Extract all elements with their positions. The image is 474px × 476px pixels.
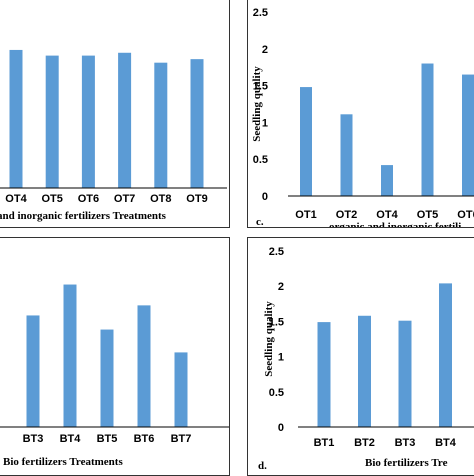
x-tick-label: OT7: [114, 193, 135, 205]
bar: [118, 52, 132, 188]
bar: [439, 283, 452, 427]
bar: [45, 55, 59, 188]
x-tick-label: OT6: [78, 193, 99, 205]
chart-c: 0 0.5 1 1.5 2 2.5 Seedling quality OT1 OT2 OT4 OT5…: [251, 7, 474, 228]
x-tick-label: OT8: [150, 193, 171, 205]
x-tick-label: BT2: [354, 437, 375, 449]
chart-panel-c: 0 0.5 1 1.5 2 2.5 Seedling quality OT1 OT2 OT4 OT5…: [247, 0, 474, 228]
chart-b: BT3 BT4 BT5 BT6 BT7 Bio fertilizers Treatment…: [0, 284, 229, 468]
y-tick-label: 2.5: [269, 246, 284, 258]
x-tick-label: OT5: [41, 193, 62, 205]
x-tick-label: OT1: [295, 209, 316, 221]
y-tick-label: 0.5: [269, 387, 284, 399]
y-tick-label: 2: [278, 281, 284, 293]
y-tick-label: 1.5: [269, 316, 284, 328]
x-tick-label: BT1: [314, 437, 335, 449]
x-axis-title: and inorganic fertilizers Treatments: [0, 210, 167, 222]
bar: [190, 59, 204, 189]
x-tick-label: BT7: [171, 433, 192, 445]
x-tick-label: OT4: [5, 193, 27, 205]
bar: [63, 284, 77, 427]
x-tick-label: BT6: [134, 433, 155, 445]
x-axis-title: Bio fertilizers Tre: [365, 457, 448, 469]
x-tick-label: OT6: [457, 209, 474, 221]
x-tick-label: BT3: [23, 433, 44, 445]
y-tick-label: 1.5: [253, 81, 268, 93]
chart-d: 0 0.5 1 1.5 2 2.5 Seedling quality BT1 BT2 BT3 BT4…: [258, 246, 474, 472]
y-tick-label: 2: [262, 44, 268, 56]
bar: [398, 320, 412, 427]
chart-panel-d: 0 0.5 1 1.5 2 2.5 Seedling quality BT1 BT2 BT3 BT4…: [247, 237, 474, 476]
bar: [381, 165, 393, 196]
panel-letter: d.: [258, 460, 267, 472]
y-axis-title: Seedling quality: [263, 301, 275, 377]
bar: [100, 329, 114, 427]
y-axis-title: Seedling quality: [251, 66, 263, 142]
x-tick-label: OT4: [376, 209, 398, 221]
chart-panel-b: BT3 BT4 BT5 BT6 BT7 Bio fertilizers Treatment…: [0, 237, 230, 476]
bar: [358, 315, 371, 427]
bar: [154, 62, 168, 188]
bar: [317, 322, 331, 427]
x-tick-label: BT3: [395, 437, 416, 449]
y-tick-label: 1: [262, 117, 268, 129]
x-tick-label: BT5: [97, 433, 118, 445]
x-axis-title: organic and inorganic fertili: [329, 221, 461, 228]
panel-letter: c.: [256, 216, 264, 228]
bar: [340, 114, 353, 196]
y-tick-label: 1: [278, 352, 284, 364]
chart-panel-a: OT4 OT5 OT6 OT7 OT8 OT9 and inorganic fertiliz…: [0, 0, 230, 228]
bar: [421, 63, 434, 197]
bar: [300, 87, 312, 196]
bar: [26, 315, 40, 427]
y-tick-label: 0: [278, 422, 284, 434]
x-tick-label: BT4: [60, 433, 82, 445]
y-tick-label: 2.5: [253, 7, 268, 19]
bar: [174, 352, 188, 427]
bar: [9, 49, 23, 188]
x-axis-title: Bio fertilizers Treatments: [3, 456, 123, 468]
bar: [81, 55, 95, 188]
bar: [462, 74, 474, 196]
x-tick-label: BT4: [435, 437, 457, 449]
y-tick-label: 0.5: [253, 154, 268, 166]
x-tick-label: OT5: [417, 209, 438, 221]
chart-a: OT4 OT5 OT6 OT7 OT8 OT9 and inorganic fertiliz…: [0, 49, 227, 222]
x-tick-label: OT9: [186, 193, 207, 205]
y-tick-label: 0: [262, 191, 268, 203]
bar: [137, 305, 151, 427]
x-tick-label: OT2: [336, 209, 357, 221]
